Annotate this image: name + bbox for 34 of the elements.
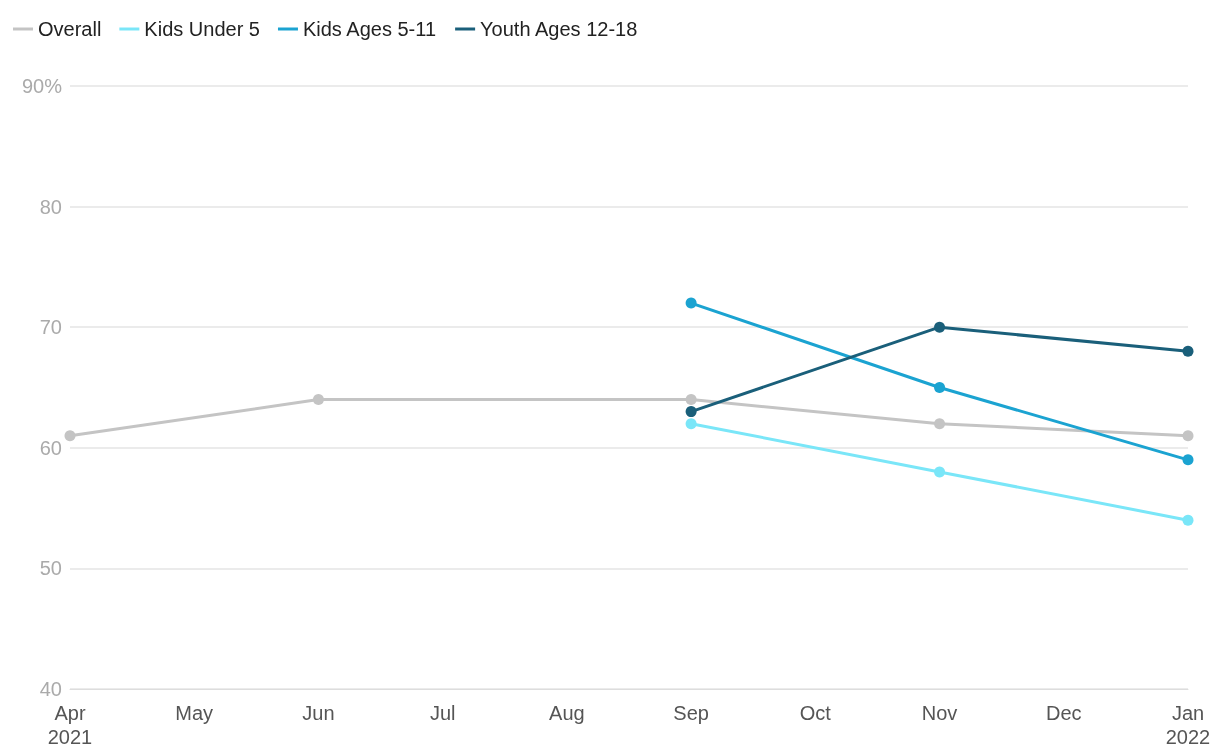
- legend-label: Kids Ages 5-11: [302, 18, 437, 40]
- y-tick-label: 90%: [21, 75, 63, 97]
- x-tick-label: Dec: [1045, 702, 1082, 724]
- x-tick-label: Sep: [673, 702, 709, 724]
- y-tick-label: 60: [39, 436, 62, 459]
- point: [1182, 454, 1194, 466]
- point: [934, 382, 946, 393]
- x-tick-label: Jan 2022: [1165, 702, 1211, 748]
- y-tick-label: 80: [39, 195, 62, 218]
- point: [1182, 514, 1194, 526]
- x-tick-label: Oct: [799, 702, 832, 724]
- point: [1182, 345, 1194, 357]
- y-tick-label: 70: [39, 316, 62, 339]
- x-tick-label: May: [175, 702, 214, 724]
- point: [1182, 430, 1194, 442]
- legend-label: Youth Ages 12-18: [480, 18, 638, 40]
- legend-label: Kids Under 5: [144, 18, 260, 40]
- point: [685, 406, 697, 418]
- point: [685, 394, 697, 406]
- y-tick-label: 40: [39, 678, 62, 700]
- point: [64, 430, 76, 442]
- point: [312, 394, 324, 406]
- x-tick-label: Jun: [302, 702, 335, 724]
- x-tick-label: Apr 2021: [47, 702, 93, 748]
- point: [934, 418, 946, 430]
- point: [934, 321, 946, 333]
- y-tick-label: 50: [39, 557, 62, 580]
- x-tick-label: Nov: [921, 702, 958, 724]
- point: [685, 297, 697, 309]
- point: [685, 418, 697, 430]
- x-tick-label: Jul: [429, 702, 456, 724]
- point: [934, 466, 946, 478]
- legend-label: Overall: [38, 18, 102, 40]
- x-tick-label: Aug: [549, 702, 585, 724]
